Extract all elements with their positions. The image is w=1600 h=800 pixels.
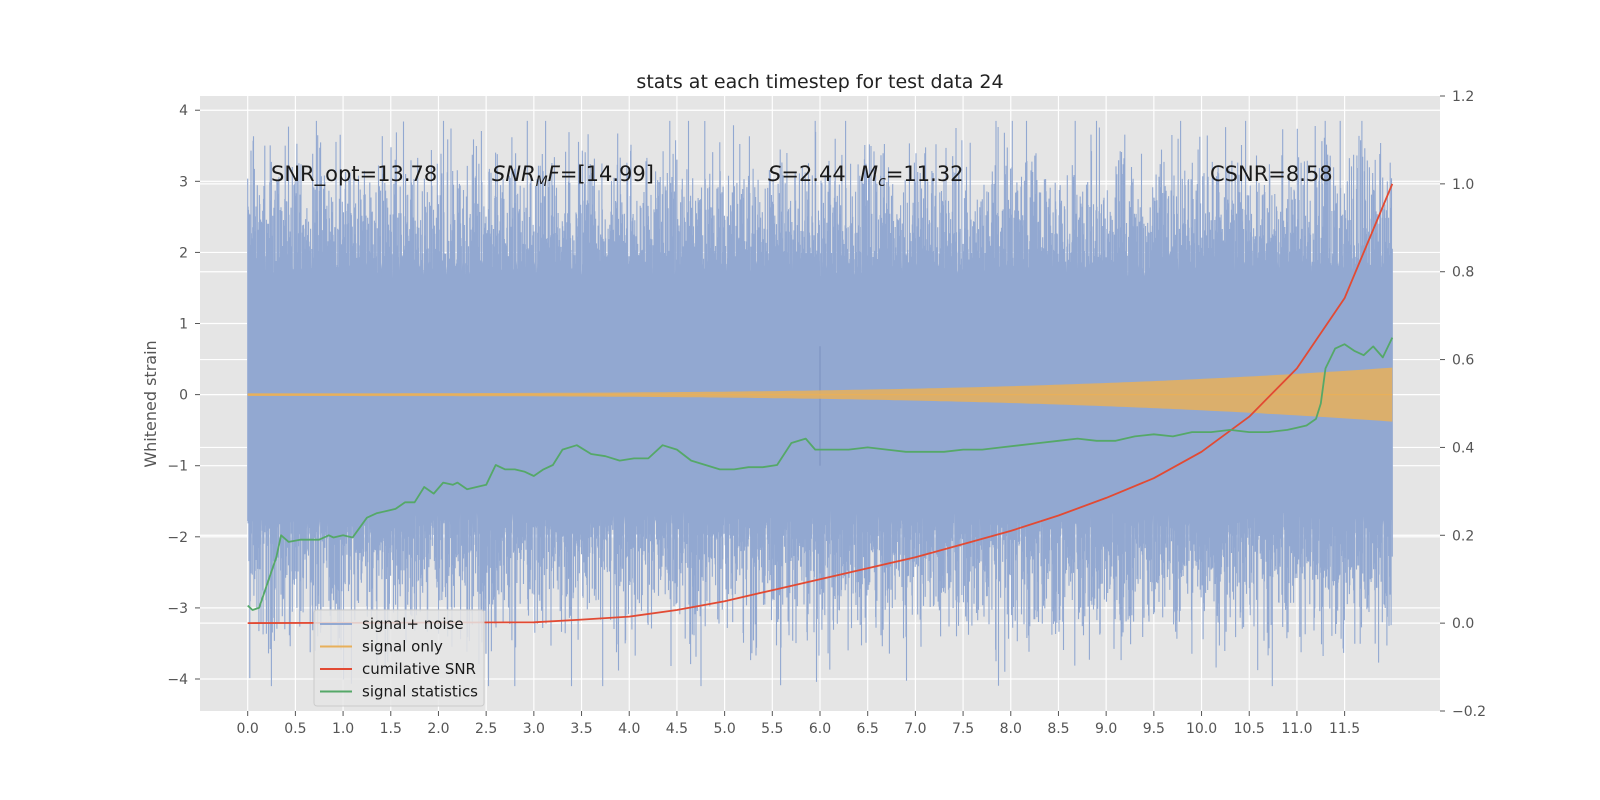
x-tick-label: 8.0 [1000, 721, 1022, 737]
annotation-snr-mf-symbol: SNR [492, 162, 536, 186]
x-tick-label: 10.0 [1186, 721, 1217, 737]
chart-title: stats at each timestep for test data 24 [636, 71, 1003, 93]
x-tick-label: 0.0 [237, 721, 259, 737]
x-tick-label: 9.0 [1095, 721, 1117, 737]
axis-ticks: 0.0 0.5 1.0 1.5 2.0 2.5 3.0 3.5 4.0 4.5 5.0 5.5 6.0 6… [167, 89, 1486, 737]
y-tick-label: 1 [179, 317, 188, 333]
y-tick-label: −4 [167, 672, 188, 688]
x-tick-label: 7.5 [952, 721, 974, 737]
annotation-s-symbol: S [768, 162, 781, 186]
series-signal-statistics [247, 337, 1394, 611]
y2-tick-label: 0.0 [1452, 616, 1474, 632]
y2-tick-label: 0.2 [1452, 528, 1474, 544]
annotation-snr-mf: SNRMF=[14.99] [492, 162, 654, 190]
x-tick-label: 3.0 [523, 721, 545, 737]
x-tick-label: 6.5 [857, 721, 879, 737]
annotation-mc-value: =11.32 [886, 162, 964, 186]
annotation-mc: Mc=11.32 [860, 162, 964, 190]
legend-label: signal only [362, 638, 443, 656]
x-tick-label: 7.0 [904, 721, 926, 737]
x-tick-label: 5.0 [713, 721, 735, 737]
x-tick-label: 2.0 [427, 721, 449, 737]
x-tick-label: 11.0 [1281, 721, 1312, 737]
y-tick-label: 3 [179, 174, 188, 190]
y-tick-label: 2 [179, 245, 188, 261]
series-layer [247, 120, 1394, 687]
x-tick-label: 0.5 [284, 721, 306, 737]
series-cumulative-snr [247, 183, 1394, 624]
annotation-snr-opt: SNR_opt=13.78 [271, 162, 437, 187]
y2-tick-label: 0.8 [1452, 265, 1474, 281]
y2-tick-label: 0.6 [1452, 353, 1474, 369]
y-tick-label: −2 [167, 530, 188, 546]
x-tick-label: 8.5 [1047, 721, 1069, 737]
x-tick-label: 9.5 [1143, 721, 1165, 737]
annotation-s-value: =2.44 [781, 162, 845, 186]
y2-tick-label: 0.4 [1452, 440, 1474, 456]
annotation-snr-mf-sub: M [536, 174, 548, 190]
x-tick-label: 10.5 [1234, 721, 1265, 737]
x-tick-label: 5.5 [761, 721, 783, 737]
x-tick-label: 3.5 [570, 721, 592, 737]
annotation-mc-symbol: M [860, 162, 878, 186]
y2-tick-label: 1.0 [1452, 177, 1474, 193]
annotation-mc-sub: c [878, 174, 886, 190]
y-axis-label: Whitened strain [141, 340, 160, 467]
legend-label: signal+ noise [362, 615, 464, 633]
legend-label: cumilative SNR [362, 660, 476, 678]
annotation-csnr: CSNR=8.58 [1210, 162, 1333, 186]
x-tick-label: 1.5 [380, 721, 402, 737]
x-tick-label: 4.0 [618, 721, 640, 737]
x-tick-label: 11.5 [1329, 721, 1360, 737]
annotation-snr-mf-rest: F=[14.99] [548, 162, 654, 186]
y-tick-label: −1 [167, 459, 188, 475]
legend-box [313, 609, 485, 707]
y-tick-label: 4 [179, 103, 188, 119]
legend: signal+ noise signal only cumilative SNR si… [313, 609, 485, 707]
x-tick-label: 4.5 [666, 721, 688, 737]
y2-tick-label: −0.2 [1452, 704, 1486, 720]
x-tick-label: 6.0 [809, 721, 831, 737]
annotation-s: S=2.44 [768, 162, 846, 186]
y2-tick-label: 1.2 [1452, 89, 1474, 105]
legend-label: signal statistics [362, 683, 478, 701]
annotations: SNR_opt=13.78 SNRMF=[14.99] S=2.44 Mc=11.32… [271, 162, 1333, 190]
x-tick-label: 2.5 [475, 721, 497, 737]
y-tick-label: −3 [167, 601, 188, 617]
y-tick-label: 0 [179, 388, 188, 404]
x-tick-label: 1.0 [332, 721, 354, 737]
